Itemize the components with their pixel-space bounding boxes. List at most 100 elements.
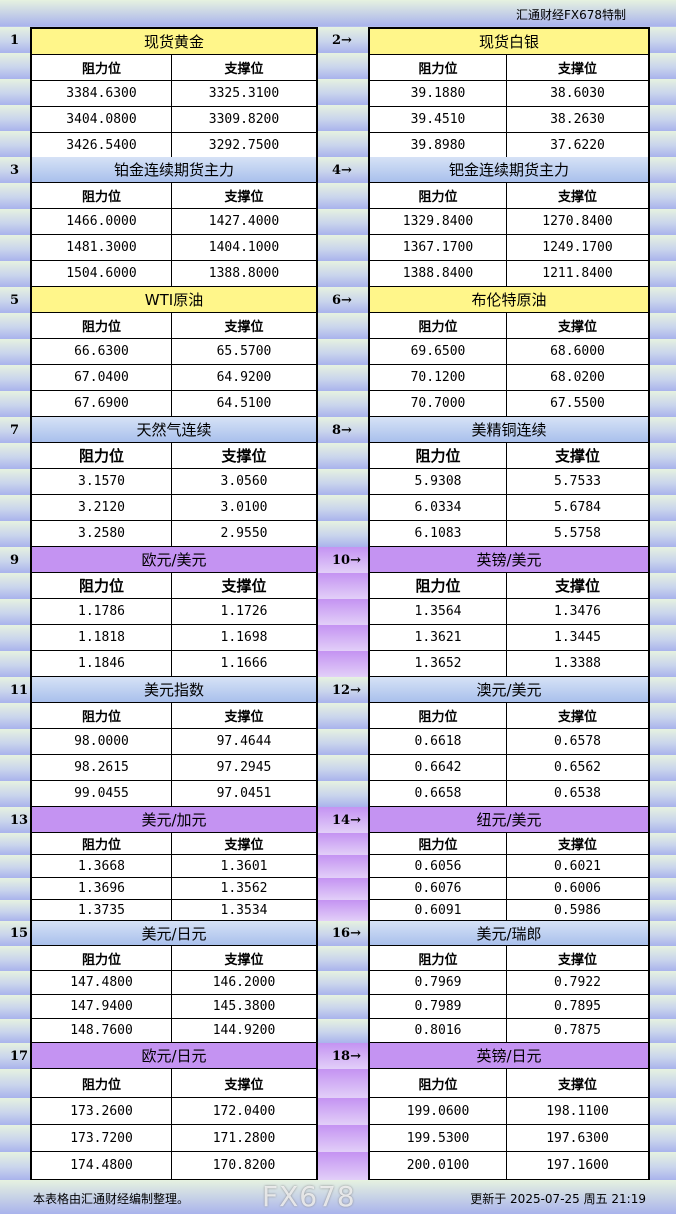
support-value: 170.8200 [172,1152,316,1180]
resistance-value: 6.1083 [370,521,507,547]
section-number: 2→ [332,32,352,48]
support-value: 1211.8400 [507,261,648,287]
credit-label: 汇通财经FX678特制 [515,8,626,22]
section-title: WTI原油 [32,287,316,313]
section-number: 7 [10,422,20,438]
resistance-value: 0.6091 [370,900,507,921]
section-table-14: 纽元/美元 阻力位 支撑位 0.6056 0.6021 0.6076 0.6006 0.609… [368,807,650,921]
support-value: 3325.3100 [172,81,316,107]
support-value: 1.3388 [507,651,648,677]
resistance-value: 39.4510 [370,107,507,133]
section-number: 1 [10,32,20,48]
section-number: 9 [10,552,20,568]
section-table-5: WTI原油 阻力位 支撑位 66.6300 65.5700 67.0400 64.9200 6… [30,287,318,417]
resistance-value: 1466.0000 [32,209,172,235]
section-table-7: 天然气连续 阻力位 支撑位 3.1570 3.0560 3.2120 3.0100 3.258… [30,417,318,547]
purple-gap [316,1125,368,1152]
section-number: 12→ [332,682,361,698]
section-number: 14→ [332,812,361,828]
support-value: 64.9200 [172,365,316,391]
resistance-value: 0.8016 [370,1019,507,1043]
resistance-header: 阻力位 [370,946,507,971]
resistance-value: 70.1200 [370,365,507,391]
support-value: 67.5500 [507,391,648,417]
resistance-value: 1.3696 [32,878,172,900]
resistance-value: 0.7989 [370,995,507,1019]
section-title: 美元指数 [32,677,316,703]
section-title: 欧元/美元 [32,547,316,573]
resistance-value: 1329.8400 [370,209,507,235]
resistance-value: 1388.8400 [370,261,507,287]
support-value: 1.3562 [172,878,316,900]
resistance-value: 173.7200 [32,1125,172,1152]
support-value: 68.6000 [507,339,648,365]
support-value: 3309.8200 [172,107,316,133]
section-table-8: 美精铜连续 阻力位 支撑位 5.9308 5.7533 6.0334 5.6784 6.108… [368,417,650,547]
support-value: 0.5986 [507,900,648,921]
purple-gap [316,1069,368,1098]
support-value: 198.1100 [507,1098,648,1125]
support-value: 1.1666 [172,651,316,677]
section-number: 3 [10,162,20,178]
resistance-value: 3.2120 [32,495,172,521]
resistance-value: 69.6500 [370,339,507,365]
section-title: 英镑/日元 [370,1043,648,1069]
support-header: 支撑位 [172,703,316,729]
support-header: 支撑位 [507,946,648,971]
resistance-header: 阻力位 [370,443,507,469]
section-table-13: 美元/加元 阻力位 支撑位 1.3668 1.3601 1.3696 1.3562 1.373… [30,807,318,921]
support-value: 1388.8000 [172,261,316,287]
support-header: 支撑位 [172,833,316,855]
resistance-value: 39.1880 [370,81,507,107]
support-value: 3292.7500 [172,133,316,159]
support-value: 144.9200 [172,1019,316,1043]
section-table-15: 美元/日元 阻力位 支撑位 147.4800 146.2000 147.9400 145.3… [30,921,318,1043]
support-value: 0.6562 [507,755,648,781]
resistance-value: 0.6618 [370,729,507,755]
resistance-value: 173.2600 [32,1098,172,1125]
support-value: 38.6030 [507,81,648,107]
section-number: 4→ [332,162,352,178]
support-header: 支撑位 [172,183,316,209]
footer-note: 本表格由汇通财经编制整理。 [33,1192,190,1206]
resistance-value: 1481.3000 [32,235,172,261]
section-title: 澳元/美元 [370,677,648,703]
resistance-header: 阻力位 [32,833,172,855]
section-table-2: 现货白银 阻力位 支撑位 39.1880 38.6030 39.4510 38.2630 39… [368,27,650,159]
section-table-6: 布伦特原油 阻力位 支撑位 69.6500 68.6000 70.1200 68.0200 7… [368,287,650,417]
support-header: 支撑位 [172,55,316,81]
section-number: 16→ [332,926,361,941]
resistance-value: 3426.5400 [32,133,172,159]
support-value: 0.6578 [507,729,648,755]
section-title: 钯金连续期货主力 [370,157,648,183]
support-header: 支撑位 [507,443,648,469]
resistance-header: 阻力位 [370,703,507,729]
support-value: 197.1600 [507,1152,648,1180]
resistance-value: 67.6900 [32,391,172,417]
resistance-value: 1.3564 [370,599,507,625]
support-value: 1249.1700 [507,235,648,261]
resistance-header: 阻力位 [32,573,172,599]
resistance-value: 5.9308 [370,469,507,495]
section-table-10: 英镑/美元 阻力位 支撑位 1.3564 1.3476 1.3621 1.3445 1.365… [368,547,650,677]
support-value: 5.6784 [507,495,648,521]
support-value: 171.2800 [172,1125,316,1152]
support-value: 38.2630 [507,107,648,133]
support-value: 1.1726 [172,599,316,625]
resistance-header: 阻力位 [32,55,172,81]
resistance-value: 3.2580 [32,521,172,547]
support-value: 145.3800 [172,995,316,1019]
resistance-value: 0.6642 [370,755,507,781]
resistance-header: 阻力位 [32,183,172,209]
resistance-value: 98.2615 [32,755,172,781]
resistance-value: 1.3668 [32,855,172,878]
resistance-value: 0.6056 [370,855,507,878]
support-value: 97.4644 [172,729,316,755]
section-title: 美元/日元 [32,921,316,946]
support-value: 64.5100 [172,391,316,417]
resistance-header: 阻力位 [370,833,507,855]
section-number: 11 [10,682,29,698]
support-value: 1270.8400 [507,209,648,235]
support-header: 支撑位 [172,573,316,599]
resistance-value: 1.1818 [32,625,172,651]
